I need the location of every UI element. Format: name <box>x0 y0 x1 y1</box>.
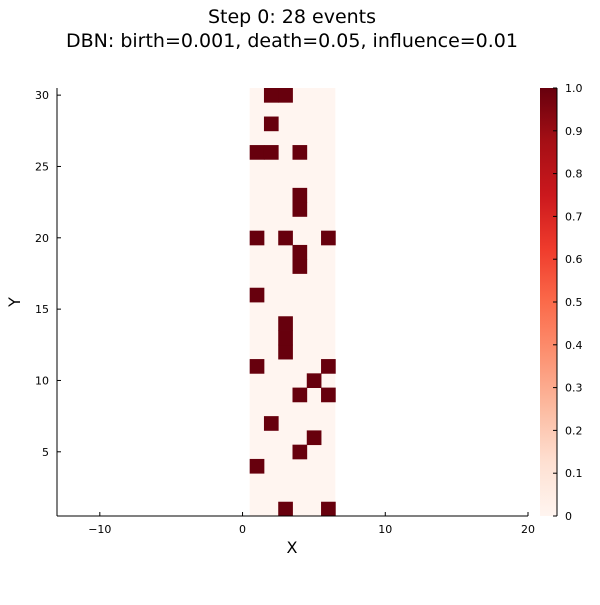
colorbar-tick-label: 0.5 <box>565 296 583 309</box>
plot-area <box>249 88 336 517</box>
heatmap-cell <box>292 444 308 460</box>
colorbar-tick-label: 0.2 <box>565 424 583 437</box>
heatmap-cell <box>249 287 265 303</box>
colorbar-tick-label: 0.9 <box>565 125 583 138</box>
heatmap-cell <box>249 145 265 160</box>
heatmap-cell <box>278 316 293 331</box>
y-axis-label: Y <box>5 297 24 308</box>
axes: −10 0 10 20 5 10 15 20 25 30 <box>35 88 535 536</box>
colorbar-tick-label: 0 <box>565 510 572 523</box>
colorbar-tick-label: 0.3 <box>565 382 583 395</box>
x-tick-label: −10 <box>88 523 111 536</box>
heatmap-cell <box>249 230 265 246</box>
heatmap-cell <box>263 116 279 132</box>
heatmap-cell <box>321 359 336 374</box>
chart-title: Step 0: 28 events <box>208 6 376 28</box>
y-tick-label: 10 <box>35 374 49 387</box>
heatmap-cell <box>249 359 265 374</box>
colorbar-tick-label: 0.4 <box>565 339 583 352</box>
colorbar: 0 0.1 0.2 0.3 0.4 0.5 0.6 0.7 0.8 0.9 1.0 <box>540 82 583 523</box>
heatmap-cell <box>292 145 308 160</box>
y-tick-label: 5 <box>42 446 49 459</box>
colorbar-tick-label: 0.8 <box>565 168 583 181</box>
heatmap-cell <box>292 259 308 274</box>
x-tick-label: 0 <box>239 523 246 536</box>
y-tick-label: 30 <box>35 89 49 102</box>
heatmap-cell <box>278 330 293 346</box>
colorbar-gradient <box>540 88 557 516</box>
heatmap-cell <box>249 458 265 474</box>
colorbar-tick-label: 0.7 <box>565 210 583 223</box>
heatmap-cell <box>306 430 322 446</box>
heatmap-cell <box>292 187 308 203</box>
heatmap-cell <box>306 373 322 388</box>
heatmap-cell <box>321 230 336 246</box>
heatmap-cell <box>321 501 336 517</box>
heatmap-cell <box>263 88 279 103</box>
chart-subtitle: DBN: birth=0.001, death=0.05, influence=… <box>66 30 518 52</box>
heatmap-cell <box>263 145 279 160</box>
heatmap-cell <box>263 416 279 431</box>
x-tick-label: 20 <box>521 523 535 536</box>
colorbar-tick-label: 0.1 <box>565 467 583 480</box>
x-tick-label: 10 <box>378 523 392 536</box>
y-tick-label: 15 <box>35 303 49 316</box>
colorbar-tick-label: 0.6 <box>565 253 583 266</box>
x-axis-label: X <box>287 538 298 557</box>
heatmap-cell <box>292 387 308 403</box>
y-tick-label: 20 <box>35 232 49 245</box>
heatmap-cell <box>278 88 293 103</box>
heatmap-cell <box>278 230 293 246</box>
y-tick-label: 25 <box>35 160 49 173</box>
heatmap-cell <box>278 344 293 360</box>
heatmap-cell <box>321 387 336 403</box>
heatmap-cell <box>292 202 308 217</box>
colorbar-tick-label: 1.0 <box>565 82 583 95</box>
heatmap-cell <box>292 244 308 260</box>
heatmap-cell <box>278 501 293 517</box>
